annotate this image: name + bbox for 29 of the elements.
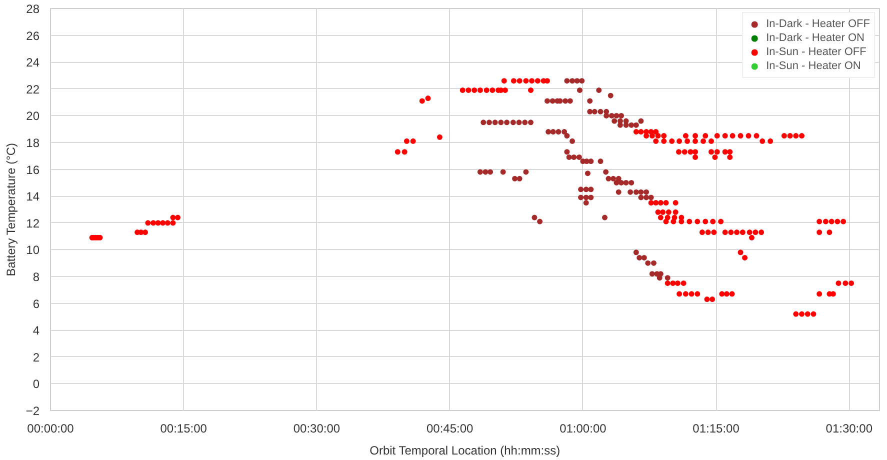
y-tick-label: 20 bbox=[26, 109, 40, 124]
x-tick-label: 00:15:00 bbox=[160, 422, 208, 436]
x-tick-label: 00:00:00 bbox=[27, 422, 74, 436]
y-tick-label: 4 bbox=[32, 324, 40, 338]
legend-label: In-Sun - Heater OFF bbox=[766, 45, 866, 59]
x-axis-title: Orbit Temporal Location (hh:mm:ss) bbox=[370, 444, 560, 458]
x-tick-label: 01:30:00 bbox=[826, 422, 873, 436]
y-tick-label: 10 bbox=[26, 243, 40, 258]
legend-label: In-Dark - Heater OFF bbox=[766, 17, 870, 31]
y-tick-label: 18 bbox=[26, 136, 40, 150]
y-tick-label: 6 bbox=[32, 296, 40, 311]
y-tick-label: 22 bbox=[26, 82, 40, 96]
legend-label: In-Dark - Heater ON bbox=[766, 31, 865, 45]
x-tick-label: 01:00:00 bbox=[560, 422, 607, 436]
y-tick-label: 16 bbox=[26, 162, 40, 177]
x-tick-label: 00:45:00 bbox=[426, 422, 474, 436]
y-tick-label: 26 bbox=[26, 28, 40, 43]
y-tick-label: 24 bbox=[26, 56, 40, 70]
legend-label: In-Sun - Heater ON bbox=[766, 59, 861, 73]
y-tick-label: 12 bbox=[26, 216, 40, 230]
y-tick-label: 8 bbox=[32, 270, 40, 284]
y-tick-label: 2 bbox=[32, 350, 40, 364]
x-tick-label: 00:30:00 bbox=[293, 422, 340, 436]
y-tick-label: 28 bbox=[26, 2, 40, 16]
y-tick-label: −2 bbox=[26, 404, 40, 418]
x-tick-label: 01:15:00 bbox=[692, 422, 740, 436]
y-tick-label: 0 bbox=[32, 377, 40, 392]
y-axis-title: Battery Temperature (°C) bbox=[4, 142, 18, 276]
y-tick-label: 14 bbox=[26, 190, 40, 204]
